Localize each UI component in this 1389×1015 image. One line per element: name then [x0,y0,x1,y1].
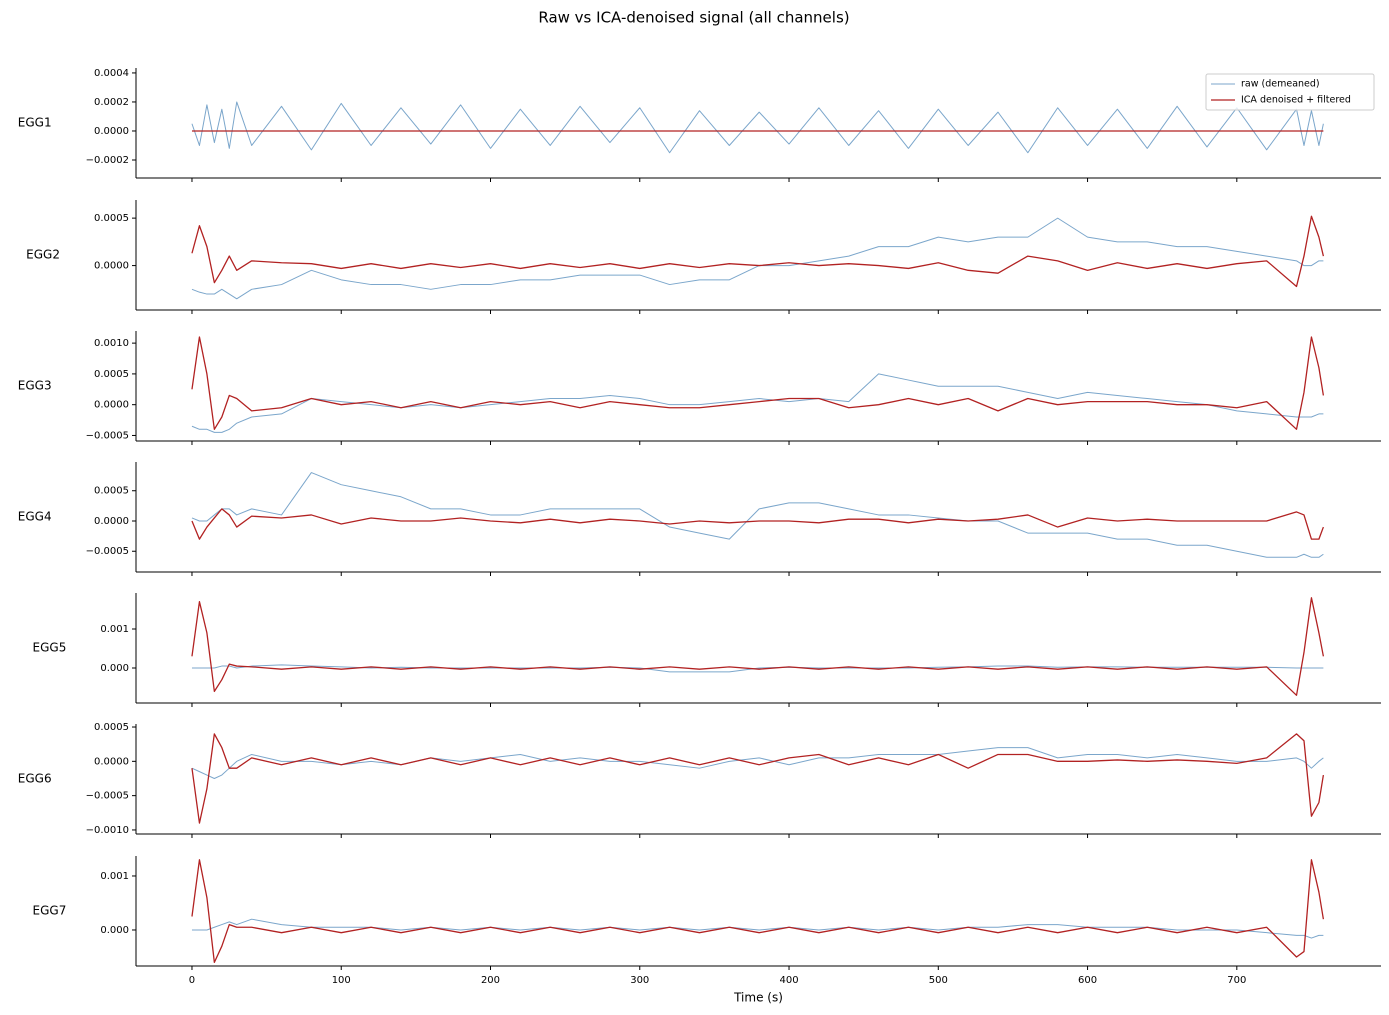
subplot: 0.000 0.001 0 100 200 300 400 500 600 700 Time (s)… [33,856,1381,1005]
x-tick-label: 400 [779,975,798,986]
denoised-line [191,336,1325,430]
x-axis-label: Time (s) [733,991,783,1005]
y-tick-label: 0.000 [100,925,129,936]
legend-box [1205,73,1375,111]
y-tick-label: 0.001 [100,624,129,635]
y-tick-label: 0.0002 [94,97,129,108]
denoised-line [191,508,1324,540]
denoised-line [191,859,1325,964]
x-tick-label: 200 [481,975,500,986]
raw-line [191,472,1324,558]
y-tick-label: −0.0005 [86,546,129,557]
y-axis-label: EGG5 [33,641,67,655]
y-tick-label: 0.0005 [94,213,129,224]
y-tick-label: −0.0005 [86,430,129,441]
y-tick-label: 0.0004 [94,68,129,79]
y-axis-label: EGG1 [18,116,52,130]
y-axis-label: EGG4 [18,510,52,524]
subplot: 0.0000 0.0005 EGG2 [26,200,1381,314]
y-tick-label: 0.000 [100,663,129,674]
raw-line [191,664,1324,673]
raw-line [191,373,1324,433]
y-tick-label: −0.0005 [86,791,129,802]
subplot: 0.000 0.001 EGG5 [33,593,1381,707]
y-tick-label: 0.0005 [94,369,129,380]
y-axis-label: EGG7 [33,904,67,918]
y-tick-label: 0.0000 [94,400,129,411]
x-tick-label: 0 [189,975,195,986]
legend-label: ICA denoised + filtered [1241,95,1351,106]
y-tick-label: −0.0002 [86,155,129,166]
denoised-line [191,215,1325,288]
x-tick-label: 300 [630,975,649,986]
y-tick-label: 0.0000 [94,516,129,527]
y-tick-label: 0.0005 [94,486,129,497]
y-tick-label: 0.0000 [94,756,129,767]
raw-line [191,101,1324,154]
y-tick-label: 0.0005 [94,722,129,733]
x-tick-label: 600 [1078,975,1097,986]
y-tick-label: 0.001 [100,871,129,882]
subplot: −0.0005 0.0000 0.0005 0.0010 EGG3 [18,331,1381,445]
y-tick-label: −0.0010 [86,825,129,836]
legend-label: raw (demeaned) [1241,79,1320,90]
subplot: −0.0005 0.0000 0.0005 EGG4 [18,462,1381,576]
subplot: −0.0010 −0.0005 0.0000 0.0005 EGG6 [18,722,1381,838]
denoised-line [191,597,1325,696]
raw-line [191,217,1324,300]
y-tick-label: 0.0000 [94,261,129,272]
x-tick-label: 700 [1227,975,1246,986]
raw-line [191,747,1324,779]
figure-title: Raw vs ICA-denoised signal (all channels… [538,9,849,27]
y-axis-label: EGG2 [26,248,60,262]
y-tick-label: 0.0000 [94,126,129,137]
x-tick-label: 100 [332,975,351,986]
y-axis-label: EGG6 [18,772,52,786]
y-axis-label: EGG3 [18,379,52,393]
x-tick-label: 500 [929,975,948,986]
y-tick-label: 0.0010 [94,338,129,349]
subplot: −0.0002 0.0000 0.0002 0.0004 EGG1 raw (demean… [18,68,1381,182]
denoised-line [191,733,1325,824]
